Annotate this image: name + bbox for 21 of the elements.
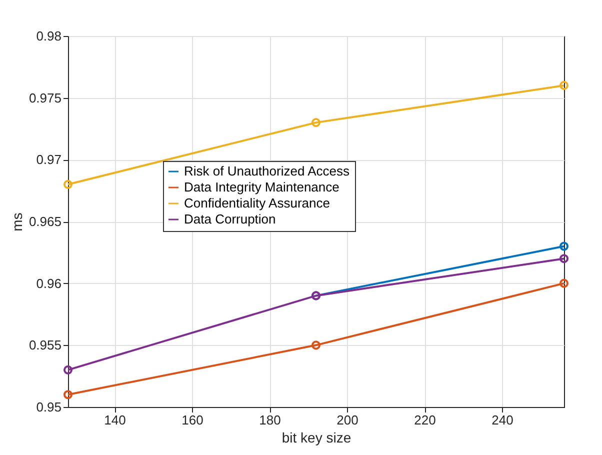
y-tick-label: 0.975 — [28, 90, 62, 106]
y-tick-label: 0.98 — [36, 28, 62, 44]
y-tick-label: 0.96 — [36, 276, 62, 291]
point — [311, 118, 321, 128]
y-tick-label: 0.955 — [28, 338, 62, 353]
y-axis-title: ms — [8, 212, 25, 232]
legend-label: Data Integrity Maintenance — [184, 180, 340, 194]
x-tick-label: 220 — [414, 412, 436, 428]
x-tick-label: 160 — [182, 412, 204, 428]
x-tick-label: 240 — [492, 412, 514, 428]
y-tick-label: 0.965 — [28, 214, 62, 229]
y-tick-label: 0.97 — [36, 152, 62, 168]
x-tick-label: 200 — [336, 412, 358, 428]
x-tick-label: 140 — [104, 412, 126, 428]
y-tick-label: 0.95 — [36, 400, 62, 414]
x-tick-label: 180 — [259, 412, 281, 428]
point — [311, 340, 321, 350]
legend-label: Confidentiality Assurance — [184, 196, 330, 210]
legend-label: Risk of Unauthorized Access — [184, 164, 350, 178]
legend-label: Data Corruption — [184, 212, 276, 226]
x-axis-title: bit key size — [282, 430, 352, 446]
